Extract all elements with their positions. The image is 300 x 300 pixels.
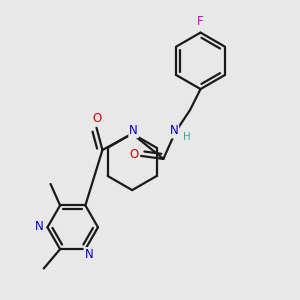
Text: N: N	[35, 220, 44, 233]
Text: N: N	[129, 124, 138, 137]
Text: N: N	[169, 124, 178, 137]
Text: O: O	[92, 112, 102, 125]
Text: O: O	[129, 148, 138, 161]
Text: N: N	[85, 248, 93, 261]
Text: H: H	[183, 132, 191, 142]
Text: F: F	[197, 15, 204, 28]
